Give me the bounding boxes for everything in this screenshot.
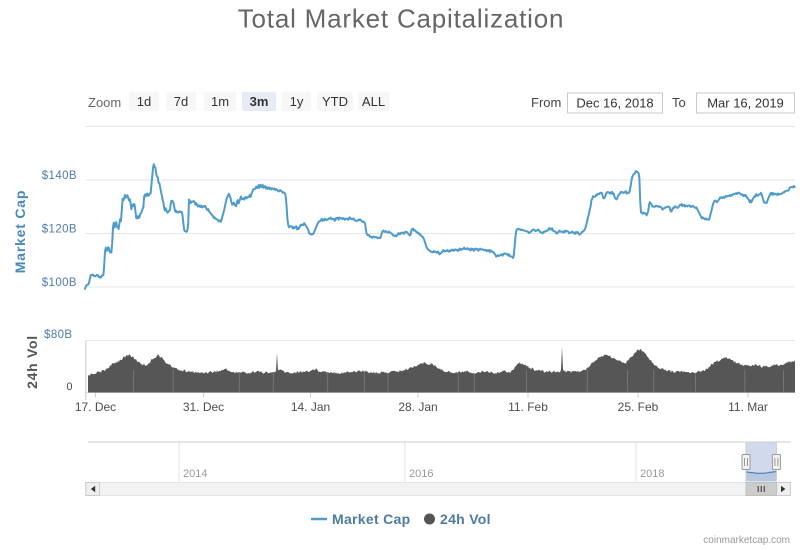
svg-text:0: 0: [66, 381, 72, 393]
svg-text:To: To: [672, 95, 686, 110]
svg-text:ALL: ALL: [362, 94, 385, 109]
svg-text:31. Dec: 31. Dec: [183, 400, 224, 414]
svg-text:Market Cap: Market Cap: [332, 511, 410, 527]
svg-text:14. Jan: 14. Jan: [291, 400, 330, 414]
svg-text:Mar 16, 2019: Mar 16, 2019: [707, 96, 784, 111]
svg-text:$80B: $80B: [44, 329, 72, 341]
svg-text:YTD: YTD: [322, 94, 348, 109]
svg-text:1d: 1d: [137, 94, 151, 109]
svg-text:24h Vol: 24h Vol: [24, 335, 40, 389]
svg-text:11. Mar: 11. Mar: [728, 400, 768, 414]
svg-text:$100B: $100B: [42, 277, 77, 289]
svg-text:2018: 2018: [640, 468, 664, 480]
svg-text:$120B: $120B: [42, 224, 77, 236]
svg-text:7d: 7d: [174, 94, 188, 109]
svg-text:Total Market Capitalization: Total Market Capitalization: [238, 4, 565, 34]
svg-text:11. Feb: 11. Feb: [508, 400, 548, 414]
svg-text:From: From: [531, 95, 561, 110]
svg-text:3m: 3m: [250, 94, 269, 109]
svg-text:28. Jan: 28. Jan: [398, 400, 437, 414]
svg-text:1m: 1m: [211, 94, 229, 109]
svg-text:1y: 1y: [290, 94, 304, 109]
svg-text:$140B: $140B: [42, 170, 77, 182]
svg-text:25. Feb: 25. Feb: [618, 400, 659, 414]
svg-text:Market Cap: Market Cap: [12, 190, 28, 273]
svg-text:Dec 16, 2018: Dec 16, 2018: [576, 96, 653, 111]
svg-text:24h Vol: 24h Vol: [440, 511, 491, 527]
svg-text:Zoom: Zoom: [88, 95, 121, 110]
svg-text:2014: 2014: [183, 468, 207, 480]
svg-text:2016: 2016: [409, 468, 433, 480]
svg-text:17. Dec: 17. Dec: [75, 400, 116, 414]
svg-text:coinmarketcap.com: coinmarketcap.com: [703, 535, 790, 546]
